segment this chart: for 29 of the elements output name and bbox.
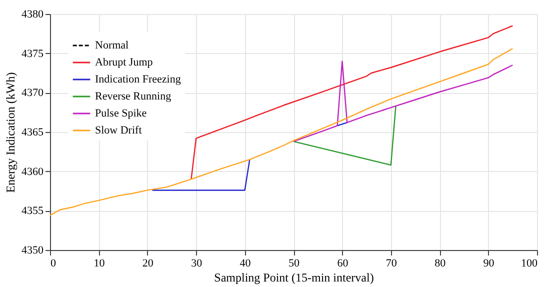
- line-series: [190, 25, 514, 180]
- legend-label: Pulse Spike: [95, 108, 147, 120]
- legend-label: Indication Freezing: [95, 74, 182, 86]
- x-tick-label: 30: [191, 258, 203, 270]
- x-tick-label: 100: [521, 258, 538, 270]
- y-tick-label: 4380: [22, 8, 44, 20]
- x-tick-label: 70: [386, 258, 398, 270]
- y-axis-title: Energy Indication (kWh): [4, 72, 18, 193]
- line-series: [49, 48, 514, 216]
- y-tick-label: 4350: [22, 244, 44, 256]
- x-tick-label: 40: [240, 258, 252, 270]
- y-tick-label: 4370: [22, 87, 44, 100]
- x-axis-title: Sampling Point (15-min interval): [214, 270, 374, 284]
- line-series: [292, 60, 514, 142]
- x-tick-label: 50: [288, 258, 300, 270]
- x-tick-label: 10: [94, 258, 106, 270]
- x-tick-label: 80: [434, 258, 446, 270]
- legend-label: Abrupt Jump: [95, 56, 154, 68]
- legend-label: Reverse Running: [95, 90, 172, 102]
- legend-label: Normal: [95, 40, 129, 52]
- x-tick-label: 60: [337, 258, 349, 270]
- y-tick-label: 4355: [22, 205, 44, 218]
- y-tick-label: 4365: [22, 126, 44, 138]
- x-tick-label: 90: [483, 258, 495, 270]
- x-tick-label: 20: [142, 258, 154, 270]
- legend-label: Slow Drift: [95, 124, 142, 136]
- y-tick-label: 4375: [22, 48, 44, 60]
- x-tick-label: 0: [50, 258, 56, 270]
- y-tick-label: 4360: [22, 166, 44, 178]
